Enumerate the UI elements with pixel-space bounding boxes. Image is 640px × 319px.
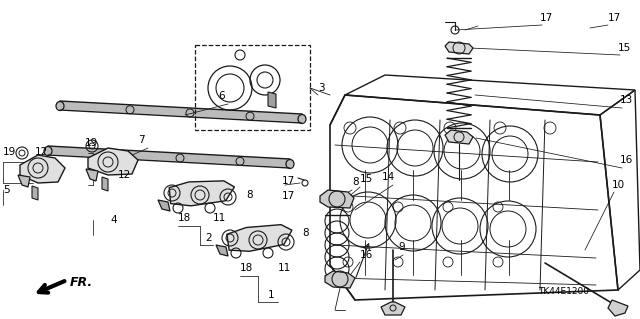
Polygon shape xyxy=(608,300,628,316)
Text: 3: 3 xyxy=(318,83,324,93)
Text: 12: 12 xyxy=(118,170,131,180)
Polygon shape xyxy=(445,42,473,54)
Text: 18: 18 xyxy=(178,213,191,223)
Text: 8: 8 xyxy=(352,177,358,187)
Text: 17: 17 xyxy=(282,176,295,186)
Text: 11: 11 xyxy=(213,213,227,223)
Polygon shape xyxy=(268,92,276,108)
Text: 16: 16 xyxy=(360,250,373,260)
Text: TK44E1200: TK44E1200 xyxy=(538,287,589,296)
Polygon shape xyxy=(32,186,38,200)
Text: 16: 16 xyxy=(620,155,633,165)
Text: 4: 4 xyxy=(110,215,116,225)
Polygon shape xyxy=(88,148,138,175)
Text: FR.: FR. xyxy=(70,276,93,288)
Text: 7: 7 xyxy=(138,135,145,145)
Text: 13: 13 xyxy=(620,95,633,105)
Text: 15: 15 xyxy=(618,43,631,53)
Text: 18: 18 xyxy=(240,263,253,273)
Polygon shape xyxy=(169,181,234,206)
Polygon shape xyxy=(18,175,30,187)
Text: 5: 5 xyxy=(3,185,10,195)
Polygon shape xyxy=(325,271,355,288)
Text: 15: 15 xyxy=(360,174,373,184)
Polygon shape xyxy=(102,177,108,191)
Text: 6: 6 xyxy=(218,91,225,101)
Text: 8: 8 xyxy=(302,228,308,238)
Bar xyxy=(195,45,310,130)
Text: 17: 17 xyxy=(540,13,553,23)
Text: 11: 11 xyxy=(278,263,291,273)
Text: 2: 2 xyxy=(205,233,212,243)
Text: 10: 10 xyxy=(612,180,625,190)
Polygon shape xyxy=(381,302,405,315)
Polygon shape xyxy=(227,225,292,251)
Text: 17: 17 xyxy=(608,13,621,23)
Polygon shape xyxy=(320,190,354,208)
Text: 19: 19 xyxy=(85,138,99,148)
Text: 1: 1 xyxy=(268,290,275,300)
Polygon shape xyxy=(158,200,170,211)
Text: 19: 19 xyxy=(3,147,16,157)
Text: 14: 14 xyxy=(382,172,396,182)
Text: 8: 8 xyxy=(246,190,253,200)
Text: 12: 12 xyxy=(35,147,48,157)
Polygon shape xyxy=(20,155,65,183)
Polygon shape xyxy=(445,130,473,144)
Text: 17: 17 xyxy=(282,191,295,201)
Text: 9: 9 xyxy=(398,242,404,252)
Polygon shape xyxy=(216,245,228,256)
Polygon shape xyxy=(86,169,98,181)
